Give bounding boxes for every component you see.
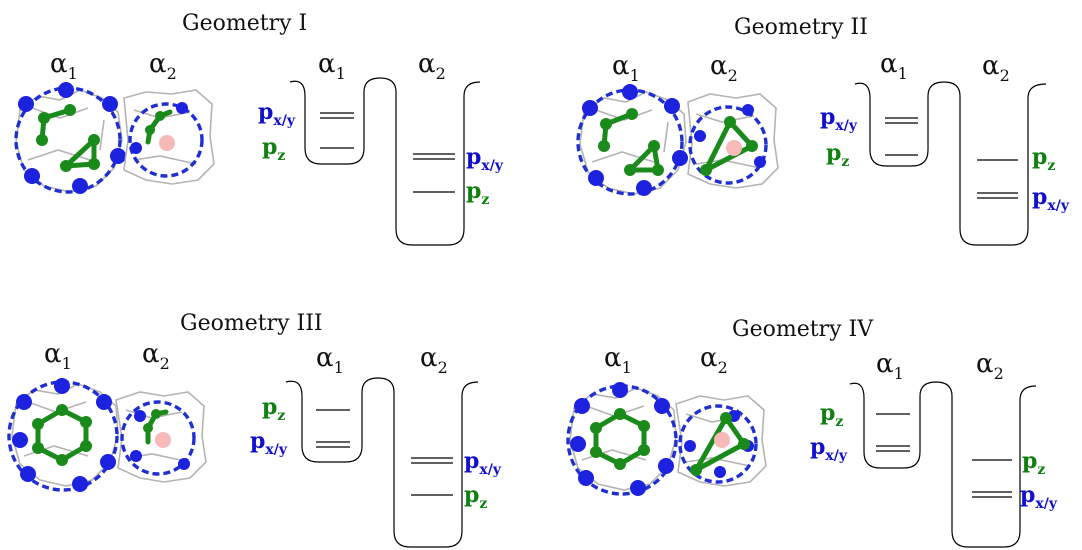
level-label-px: px/y bbox=[464, 448, 502, 478]
level-label-pz: pz bbox=[826, 140, 849, 170]
level-label-pz: pz bbox=[1032, 144, 1055, 174]
level-label-px: px/y bbox=[1032, 184, 1070, 214]
level-label-px: px/y bbox=[1020, 482, 1058, 512]
cage-alpha-2 bbox=[675, 395, 767, 487]
cage-label-alpha-2: α2 bbox=[142, 339, 170, 373]
well-label-alpha-1: α1 bbox=[316, 343, 344, 377]
cage-label-alpha-2: α2 bbox=[710, 51, 738, 85]
level-label-pz: pz bbox=[466, 178, 489, 208]
level-label-px: px/y bbox=[466, 144, 504, 174]
cage-alpha-2 bbox=[123, 89, 215, 185]
panel-title: Geometry II bbox=[734, 15, 868, 40]
level-label-px: px/y bbox=[810, 434, 848, 464]
well-label-alpha-2: α2 bbox=[418, 49, 446, 83]
cage-alpha-2 bbox=[115, 391, 207, 483]
panel-geometry-4: Geometry IV α1 α2 bbox=[566, 317, 1058, 548]
potential-well bbox=[289, 77, 481, 246]
cage-label-alpha-1: α1 bbox=[44, 339, 72, 373]
panel-geometry-3: Geometry III α1 α2 bbox=[7, 311, 502, 548]
level-label-pz: pz bbox=[1022, 448, 1045, 478]
cage-label-alpha-1: α1 bbox=[604, 343, 632, 377]
level-label-pz: pz bbox=[262, 394, 285, 424]
level-label-px: px/y bbox=[250, 428, 288, 458]
cage-label-alpha-1: α1 bbox=[612, 51, 640, 85]
level-label-pz: pz bbox=[820, 400, 843, 430]
potential-well bbox=[854, 81, 1047, 246]
cage-alpha-1 bbox=[7, 378, 119, 492]
cage-label-alpha-1: α1 bbox=[50, 49, 78, 83]
panel-geometry-1: Geometry I α1 α2 bbox=[14, 11, 504, 246]
cage-alpha-1 bbox=[14, 82, 126, 194]
cage-label-alpha-2: α2 bbox=[149, 49, 177, 83]
level-label-pz: pz bbox=[262, 134, 285, 164]
panel-title: Geometry I bbox=[182, 11, 307, 36]
panel-title: Geometry III bbox=[180, 311, 323, 336]
well-label-alpha-2: α2 bbox=[982, 51, 1010, 85]
level-label-pz: pz bbox=[464, 482, 487, 512]
level-label-px: px/y bbox=[820, 104, 858, 134]
well-label-alpha-2: α2 bbox=[976, 349, 1004, 383]
potential-well bbox=[285, 377, 479, 548]
cage-alpha-2 bbox=[687, 93, 779, 189]
potential-well bbox=[849, 381, 1037, 548]
well-label-alpha-1: α1 bbox=[876, 349, 904, 383]
well-label-alpha-1: α1 bbox=[318, 49, 346, 83]
level-label-px: px/y bbox=[258, 99, 296, 129]
cage-alpha-1 bbox=[576, 84, 688, 196]
cage-label-alpha-2: α2 bbox=[700, 343, 728, 377]
well-label-alpha-2: α2 bbox=[420, 343, 448, 377]
cage-alpha-1 bbox=[566, 382, 678, 496]
panel-title: Geometry IV bbox=[732, 317, 874, 342]
well-label-alpha-1: α1 bbox=[880, 49, 908, 83]
panel-geometry-2: Geometry II α1 α2 bbox=[576, 15, 1070, 246]
